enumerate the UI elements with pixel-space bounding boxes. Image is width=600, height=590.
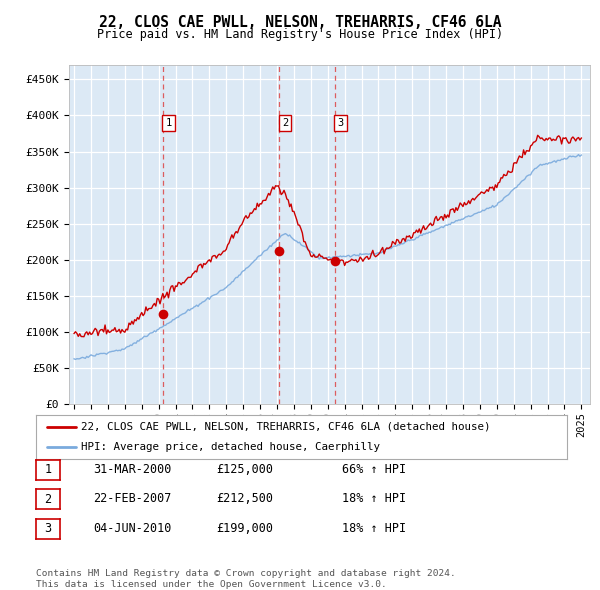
Text: 22, CLOS CAE PWLL, NELSON, TREHARRIS, CF46 6LA (detached house): 22, CLOS CAE PWLL, NELSON, TREHARRIS, CF…	[81, 422, 491, 432]
Text: 1: 1	[44, 463, 52, 476]
Text: 31-MAR-2000: 31-MAR-2000	[93, 463, 172, 476]
Text: 18% ↑ HPI: 18% ↑ HPI	[342, 492, 406, 505]
Text: £212,500: £212,500	[216, 492, 273, 505]
Text: 3: 3	[337, 117, 344, 127]
Text: 2: 2	[282, 117, 288, 127]
Text: £125,000: £125,000	[216, 463, 273, 476]
Text: 22, CLOS CAE PWLL, NELSON, TREHARRIS, CF46 6LA: 22, CLOS CAE PWLL, NELSON, TREHARRIS, CF…	[99, 15, 501, 30]
Text: 04-JUN-2010: 04-JUN-2010	[93, 522, 172, 535]
Text: 66% ↑ HPI: 66% ↑ HPI	[342, 463, 406, 476]
Text: 2: 2	[44, 493, 52, 506]
Text: £199,000: £199,000	[216, 522, 273, 535]
Text: 1: 1	[166, 117, 172, 127]
Text: 3: 3	[44, 522, 52, 535]
Text: Price paid vs. HM Land Registry's House Price Index (HPI): Price paid vs. HM Land Registry's House …	[97, 28, 503, 41]
Text: HPI: Average price, detached house, Caerphilly: HPI: Average price, detached house, Caer…	[81, 442, 380, 452]
Text: 22-FEB-2007: 22-FEB-2007	[93, 492, 172, 505]
Text: Contains HM Land Registry data © Crown copyright and database right 2024.
This d: Contains HM Land Registry data © Crown c…	[36, 569, 456, 589]
Text: 18% ↑ HPI: 18% ↑ HPI	[342, 522, 406, 535]
